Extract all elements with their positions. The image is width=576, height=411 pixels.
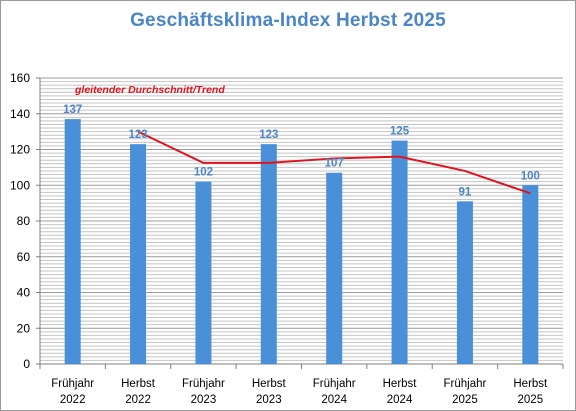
x-category-label: Herbst <box>383 378 418 390</box>
trend-legend-label: gleitender Durchschnitt/Trend <box>74 84 225 96</box>
bar <box>130 144 147 364</box>
bar <box>391 140 408 364</box>
data-label: 137 <box>63 104 82 116</box>
data-label: 107 <box>325 158 344 170</box>
bar <box>260 144 277 364</box>
x-category-year-label: 2022 <box>125 394 151 406</box>
y-tick-label: 160 <box>10 71 30 85</box>
data-label: 91 <box>459 186 472 198</box>
bar <box>195 181 212 364</box>
y-tick-label: 140 <box>10 107 30 121</box>
y-tick-label: 40 <box>17 286 31 300</box>
data-label: 102 <box>194 167 213 179</box>
x-category-label: Frühjahr <box>182 378 225 390</box>
x-category-year-label: 2023 <box>256 394 282 406</box>
y-tick-label: 80 <box>17 214 31 228</box>
x-category-label: Herbst <box>252 378 287 390</box>
x-category-label: Frühjahr <box>313 378 356 390</box>
x-category-label: Frühjahr <box>444 378 487 390</box>
chart-title: Geschäftsklima-Index Herbst 2025 <box>130 10 446 31</box>
x-category-year-label: 2025 <box>518 394 544 406</box>
data-label: 123 <box>259 129 278 141</box>
bar <box>522 185 539 364</box>
x-category-year-label: 2025 <box>452 394 478 406</box>
data-label: 125 <box>390 126 410 138</box>
y-tick-label: 0 <box>23 357 30 371</box>
x-category-year-label: 2024 <box>321 394 347 406</box>
x-category-year-label: 2022 <box>60 394 86 406</box>
x-category-year-label: 2023 <box>191 394 217 406</box>
bar <box>64 119 81 364</box>
data-label: 100 <box>521 170 540 182</box>
x-category-label: Herbst <box>513 378 548 390</box>
y-tick-label: 60 <box>17 250 31 264</box>
x-category-label: Frühjahr <box>51 378 94 390</box>
data-label: 123 <box>128 129 147 141</box>
x-category-year-label: 2024 <box>387 394 413 406</box>
x-category-label: Herbst <box>121 378 156 390</box>
y-tick-label: 100 <box>10 178 30 192</box>
y-tick-label: 20 <box>17 321 31 335</box>
trend-line <box>137 130 531 195</box>
bar <box>326 172 343 364</box>
y-tick-label: 120 <box>10 143 30 157</box>
bar <box>456 201 473 364</box>
